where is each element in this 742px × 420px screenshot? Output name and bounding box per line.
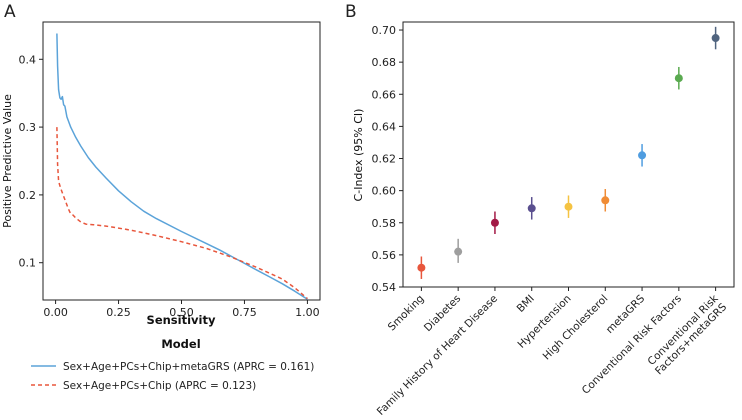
data-point <box>417 263 426 272</box>
y-tick-label: 0.4 <box>19 53 37 66</box>
series-line-2 <box>56 127 308 300</box>
y-tick-label: 0.3 <box>19 121 37 134</box>
panel-b-plot-frame <box>402 21 735 288</box>
series-line-1 <box>56 33 308 300</box>
category-label-line: High Cholesterol <box>541 293 611 363</box>
panel-a-legend: Model Sex+Age+PCs+Chip+metaGRS (APRC = 0… <box>31 337 314 392</box>
panel-a-pr-curve: 0.1 0.2 0.3 0.4 0.00 0.25 0.50 0.75 1.00 Positi… <box>1 21 321 392</box>
panel-b-points <box>417 26 720 279</box>
y-tick-label: 0.56 <box>372 249 397 262</box>
category-label: Smoking <box>386 293 427 334</box>
panel-b-cindex: 0.54 0.56 0.58 0.60 0.62 0.64 0.66 0.68 0.70 Smo… <box>352 21 735 418</box>
x-tick-label: 0.00 <box>43 306 68 319</box>
x-tick-label: 0.75 <box>232 306 257 319</box>
category-label: Conventional RiskFactors+metaGRS <box>645 292 730 377</box>
panel-a-series <box>56 33 308 300</box>
x-tick-label: 1.00 <box>295 306 320 319</box>
y-tick-label: 0.54 <box>372 281 397 294</box>
y-tick-label: 0.68 <box>372 56 397 69</box>
panel-a-ylabel: Positive Predictive Value <box>1 94 14 228</box>
panel-b-letter: B <box>345 2 357 22</box>
panel-a-x-ticks: 0.00 0.25 0.50 0.75 1.00 <box>43 300 320 319</box>
y-tick-label: 0.70 <box>372 24 397 37</box>
y-tick-label: 0.60 <box>372 185 397 198</box>
data-point <box>490 218 499 227</box>
y-tick-label: 0.64 <box>372 120 397 133</box>
data-point <box>564 202 573 211</box>
y-tick-label: 0.2 <box>19 189 37 202</box>
x-tick-label: 0.50 <box>169 306 194 319</box>
panel-b-ylabel: C-Index (95% CI) <box>352 109 365 202</box>
legend-title: Model <box>161 337 200 351</box>
category-label-line: BMI <box>515 293 537 315</box>
category-label: High Cholesterol <box>541 293 611 363</box>
y-tick-label: 0.58 <box>372 217 397 230</box>
data-point <box>454 247 463 256</box>
data-point <box>527 204 536 213</box>
y-tick-label: 0.62 <box>372 153 397 166</box>
panel-a-xlabel: Sensitivity <box>147 313 216 327</box>
legend-label-series-1: Sex+Age+PCs+Chip+metaGRS (APRC = 0.161) <box>63 361 314 373</box>
x-tick-label: 0.25 <box>106 306 131 319</box>
y-tick-label: 0.66 <box>372 88 397 101</box>
category-label: BMI <box>515 293 537 315</box>
data-point <box>674 74 683 83</box>
panel-b-y-ticks: 0.54 0.56 0.58 0.60 0.62 0.64 0.66 0.68 0.70 <box>372 24 403 294</box>
category-label-line: Smoking <box>386 293 427 334</box>
legend-label-series-2: Sex+Age+PCs+Chip (APRC = 0.123) <box>63 380 256 392</box>
panel-a-letter: A <box>4 2 16 22</box>
category-label-line: Conventional Risk <box>646 292 722 368</box>
data-point <box>711 34 720 43</box>
data-point <box>601 196 610 205</box>
y-tick-label: 0.1 <box>19 257 37 270</box>
panel-a-plot-frame <box>42 21 321 301</box>
panel-a-y-ticks: 0.1 0.2 0.3 0.4 <box>19 53 43 270</box>
data-point <box>638 151 647 160</box>
